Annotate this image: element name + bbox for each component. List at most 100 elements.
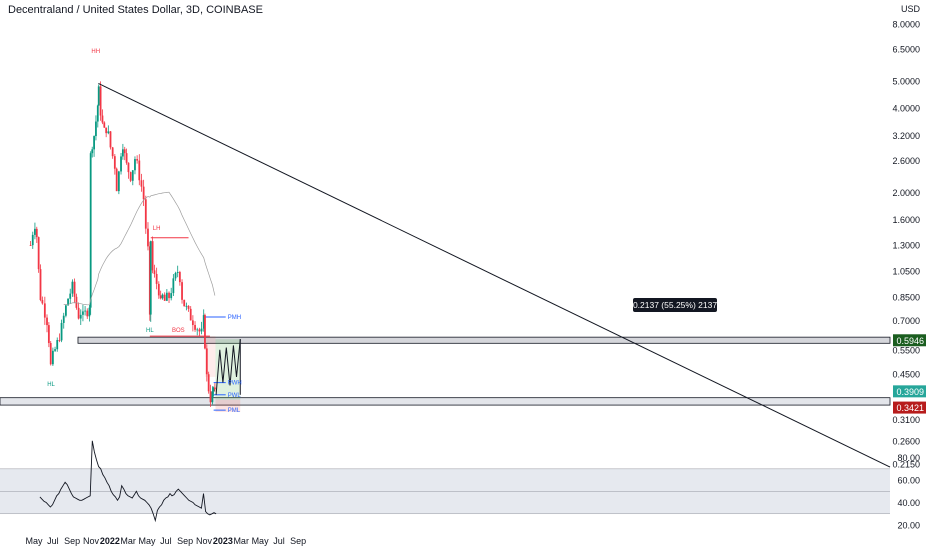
candle-body [205,348,208,375]
candle-body [120,156,122,172]
candle-body [84,310,87,312]
candle-body [148,246,151,315]
candle-body [62,315,65,323]
candle-body [127,162,130,173]
price-tick-label: 2.0000 [892,188,920,198]
price-tick-label: 0.3100 [892,415,920,425]
price-tick-label: 6.5000 [892,45,920,55]
indicator-panel: 80.00 60.00 40.00 20.00 [0,440,920,531]
candle-body [204,315,206,349]
price-tick-label: 8.0000 [892,19,920,29]
price-label-box [893,401,926,414]
shaded-area [205,336,216,377]
time-tick-label: May [25,536,43,546]
pwh-label: PWH [228,381,242,387]
candle-body [107,131,110,134]
candle-body [165,292,168,301]
time-tick-label: Nov [196,536,213,546]
time-tick-label: Jul [273,536,285,546]
price-label-box [893,334,926,347]
candle-body [170,293,173,299]
candle-body [103,122,106,128]
candle-body [142,186,145,200]
candle-body [123,149,126,154]
candle-body [196,329,199,331]
candle-body [82,311,84,315]
candle-body [67,298,69,306]
candle-body [113,156,116,169]
candle-body [105,127,108,134]
price-axis: 8.0000 6.5000 5.0000 4.0000 3.2000 2.6000 2.00… [892,19,926,470]
candle-body [34,228,36,235]
candle-body [49,343,52,365]
price-tick-label: 4.0000 [892,104,920,114]
time-tick-label: Sep [290,536,306,546]
candle-body [121,149,124,157]
time-tick-label: 2022 [100,536,120,546]
indicator-tick-label: 60.00 [897,476,920,486]
price-tick-label: 0.2150 [892,460,920,470]
candle-body [161,294,164,299]
price-tick-label: 5.0000 [892,77,920,87]
candle-body [131,170,134,181]
candle-body [211,391,214,403]
candle-body [58,340,61,341]
candle-body [172,278,175,294]
candle-body [39,269,42,301]
candle-body [75,296,78,308]
time-tick-label: Sep [64,536,80,546]
pml-label: PML [228,408,241,414]
indicator-tick-label: 80.00 [897,453,920,463]
measure-label: 0.2137 (55.25%) 2137 [633,300,717,310]
candle-body [56,340,59,350]
candle-body [71,281,74,294]
candle-body [125,153,128,163]
candle-body [101,115,104,123]
candle-body [46,317,48,326]
candlesticks [29,81,216,407]
candle-body [111,147,114,157]
stop-zone [215,399,241,412]
price-tick-label: 1.6000 [892,215,920,225]
candle-body [151,241,154,271]
candle-body [174,273,177,279]
measure-box [633,298,717,312]
candle-body [191,320,194,326]
level-zones [0,336,891,412]
price-label: 0.3909 [896,387,924,397]
indicator-tick-label: 20.00 [897,521,920,531]
price-label: 0.3421 [896,403,924,413]
time-tick-label: Mar [233,536,249,546]
candle-body [202,315,205,329]
price-tick-label: 2.6000 [892,156,920,166]
candle-body [91,149,94,154]
projected-path [215,339,241,395]
candle-body [209,391,212,403]
price-tick-label: 1.3000 [892,241,920,251]
hl-label-2: HL [146,328,154,334]
candle-body [37,237,40,270]
support-zone [77,336,891,344]
candle-body [200,328,203,332]
candle-body [138,160,141,181]
candle-body [163,294,166,301]
candle-body [136,159,139,161]
candle-body [47,325,50,344]
candle-body [181,282,183,300]
candle-body [147,228,149,247]
currency-label: USD [900,4,920,14]
price-tick-label: 0.4500 [892,370,920,380]
low-zone [0,397,891,406]
price-tick-label: 3.2000 [892,131,920,141]
time-tick-label: May [139,536,157,546]
price-tick-label: 1.0500 [892,267,920,277]
candle-body [54,349,56,351]
candle-body [95,121,97,137]
candle-body [97,86,100,106]
candle-body [43,303,46,318]
candle-body [155,273,158,284]
indicator-line [39,440,217,523]
pwl-label: PWL [228,393,242,399]
chart-annotations: HH LH HL HL BOS PWH PWL PML PMH 0.2137 (55.25%) 2… [47,49,717,414]
